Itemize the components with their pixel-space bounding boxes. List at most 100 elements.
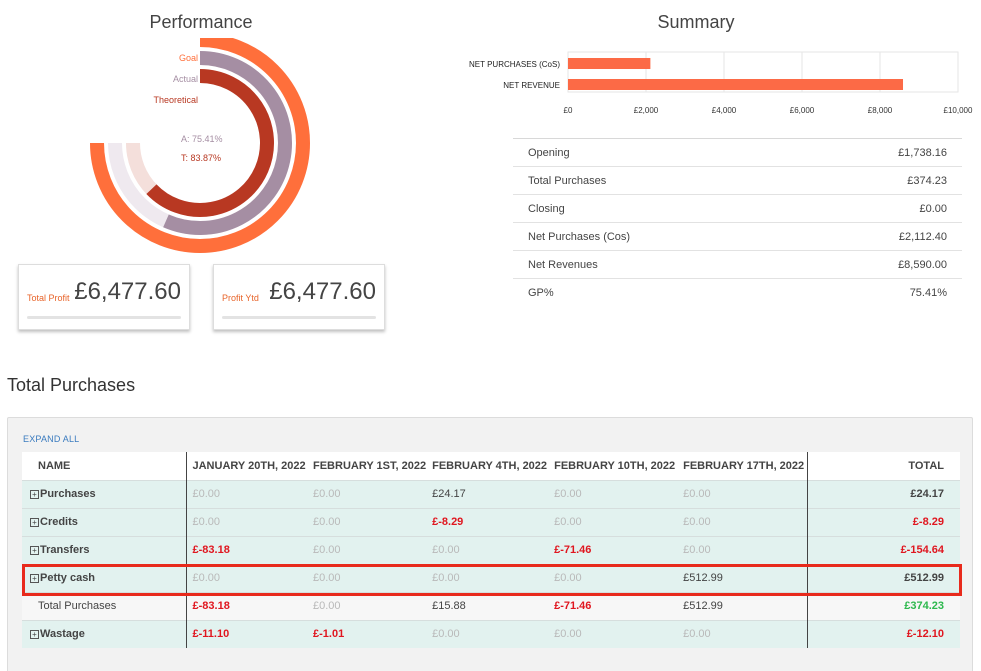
column-header-name[interactable]: NAME <box>22 452 187 480</box>
goal-label: Goal <box>179 53 198 63</box>
column-header-total[interactable]: TOTAL <box>807 452 960 480</box>
column-header-date[interactable]: FEBRUARY 4TH, 2022 <box>426 452 549 480</box>
table-cell-value: £0.00 <box>554 572 582 584</box>
row-name-cell[interactable]: + Petty cash <box>22 563 187 592</box>
summary-row-value: £0.00 <box>919 202 947 215</box>
table-cell-value: £-71.46 <box>554 544 592 556</box>
table-cell-value: £0.00 <box>554 516 582 528</box>
table-row[interactable]: + Petty cash £0.00 £0.00 £0.00 £0.00 £512.99 £5… <box>22 563 960 592</box>
kpi-divider <box>27 316 181 319</box>
expand-plus-icon[interactable]: + <box>30 573 39 583</box>
goal-ring <box>90 38 310 253</box>
kpi-divider <box>222 316 376 319</box>
table-cell: £-71.46 <box>548 591 678 620</box>
row-total-cell: £-8.29 <box>807 507 960 536</box>
table-cell: £0.00 <box>548 563 678 592</box>
row-total-value: £-8.29 <box>912 516 944 528</box>
table-cell: £0.00 <box>426 619 549 648</box>
table-header-row: NAME JANUARY 20TH, 2022 FEBRUARY 1ST, 20… <box>22 452 960 480</box>
summary-row-value: £2,112.40 <box>898 230 947 243</box>
x-tick-label: £0 <box>564 106 573 115</box>
expand-plus-icon[interactable]: + <box>30 545 39 555</box>
table-cell: £0.00 <box>677 507 808 536</box>
category-label: NET PURCHASES (CoS) <box>469 60 560 69</box>
row-total-cell: £374.23 <box>807 591 960 620</box>
theoretical-label: Theoretical <box>153 95 198 105</box>
summary-row-value: 75.41% <box>909 286 947 299</box>
purchases-table: NAME JANUARY 20TH, 2022 FEBRUARY 1ST, 20… <box>22 452 960 648</box>
row-name: Credits <box>40 516 78 528</box>
row-name: Total Purchases <box>38 600 117 612</box>
table-cell: £0.00 <box>307 563 427 592</box>
profit-ytd-label: Profit Ytd <box>222 293 259 303</box>
table-cell: £0.00 <box>186 507 307 536</box>
theoretical-ring <box>146 69 274 217</box>
table-row[interactable]: + Credits £0.00 £0.00 £-8.29 £0.00 £0.00 £-8.29 <box>22 507 960 536</box>
table-cell-value: £0.00 <box>432 628 460 641</box>
expand-plus-icon[interactable]: + <box>30 517 39 527</box>
summary-bar-chart: £0 £2,000 £4,000 £6,000 £8,000 £10,000 NET PUR… <box>469 51 973 115</box>
table-cell-value: £24.17 <box>432 488 466 500</box>
row-name-cell[interactable]: + Purchases <box>22 479 187 508</box>
row-name: Transfers <box>40 544 90 556</box>
row-name-cell[interactable]: + Credits <box>22 507 187 536</box>
table-row[interactable]: + Transfers £-83.18 £0.00 £0.00 £-71.46 £0.00 £… <box>22 535 960 564</box>
row-name-cell: Total Purchases <box>22 591 187 620</box>
total-profit-value: £6,477.60 <box>74 278 181 305</box>
expand-plus-icon[interactable]: + <box>30 629 39 639</box>
category-label: NET REVENUE <box>503 81 560 90</box>
table-row[interactable]: + Wastage £-11.10 £-1.01 £0.00 £0.00 £0.00 £-12… <box>22 619 960 648</box>
profit-ytd-value: £6,477.60 <box>269 278 376 305</box>
table-cell: £0.00 <box>307 479 427 508</box>
row-name: Purchases <box>40 488 96 500</box>
table-cell: £24.17 <box>426 479 549 508</box>
table-cell-value: £0.00 <box>313 544 341 556</box>
x-tick-label: £4,000 <box>712 106 737 115</box>
summary-row: Total Purchases £374.23 <box>513 166 962 194</box>
expand-plus-icon[interactable]: + <box>30 489 39 499</box>
table-cell: £-1.01 <box>307 619 427 648</box>
table-row[interactable]: Total Purchases £-83.18 £0.00 £15.88 £-71.46… <box>22 591 960 620</box>
table-cell: £0.00 <box>677 479 808 508</box>
row-total-value: £24.17 <box>910 488 944 500</box>
table-cell: £0.00 <box>677 619 808 648</box>
row-total-value: £512.99 <box>904 572 944 584</box>
table-row[interactable]: + Purchases £0.00 £0.00 £24.17 £0.00 £0.00 £24.… <box>22 479 960 508</box>
summary-row-label: Total Purchases <box>528 174 607 187</box>
summary-title: Summary <box>657 12 735 32</box>
row-total-cell: £-154.64 <box>807 535 960 564</box>
table-cell-value: £0.00 <box>683 628 711 641</box>
table-cell: £0.00 <box>548 507 678 536</box>
summary-row-value: £1,738.16 <box>898 146 947 159</box>
table-cell: £512.99 <box>677 563 808 592</box>
summary-row: Opening £1,738.16 <box>513 138 962 166</box>
table-cell: £-83.18 <box>186 591 307 620</box>
column-header-date[interactable]: FEBRUARY 10TH, 2022 <box>548 452 678 480</box>
table-cell-value: £-71.46 <box>554 600 592 612</box>
performance-title: Performance <box>149 12 253 32</box>
bar-net-purchases <box>568 58 651 69</box>
table-cell: £0.00 <box>426 535 549 564</box>
row-name-cell[interactable]: + Transfers <box>22 535 187 564</box>
row-total-value: £-12.10 <box>906 628 944 641</box>
table-cell: £-11.10 <box>186 619 307 648</box>
actual-ring <box>163 51 292 235</box>
table-cell-value: £512.99 <box>683 572 723 584</box>
column-header-date[interactable]: FEBRUARY 1ST, 2022 <box>307 452 427 480</box>
row-name-cell[interactable]: + Wastage <box>22 619 187 648</box>
table-cell-value: £0.00 <box>432 572 460 584</box>
summary-row-label: Opening <box>528 146 570 159</box>
table-cell-value: £0.00 <box>313 600 341 612</box>
row-name: Petty cash <box>40 572 96 584</box>
column-header-date[interactable]: FEBRUARY 17TH, 2022 <box>677 452 808 480</box>
column-header-date[interactable]: JANUARY 20TH, 2022 <box>186 452 307 480</box>
table-cell-value: £0.00 <box>313 516 341 528</box>
table-cell: £0.00 <box>307 535 427 564</box>
total-profit-label: Total Profit <box>27 293 70 303</box>
summary-row-value: £8,590.00 <box>898 258 947 271</box>
summary-table: Opening £1,738.16 Total Purchases £374.23 Cl… <box>513 138 962 306</box>
summary-row: GP% 75.41% <box>513 278 962 306</box>
expand-all-link[interactable]: EXPAND ALL <box>23 434 80 444</box>
summary-row-value: £374.23 <box>907 174 947 187</box>
row-total-cell: £24.17 <box>807 479 960 508</box>
